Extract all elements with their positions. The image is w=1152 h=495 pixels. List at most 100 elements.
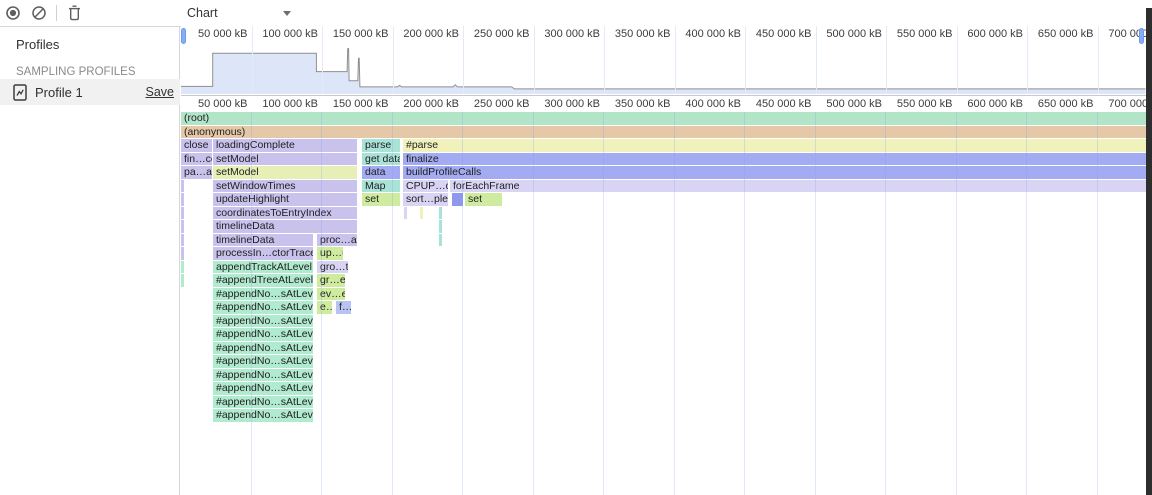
flame-grid-line [462,112,463,495]
memory-overview-graph[interactable] [181,41,1146,94]
flame-block[interactable]: #appendNo…sAtLevel [213,314,313,327]
flame-block[interactable]: processIn…ctorTrace [213,247,313,260]
overview-grid-divider [463,26,464,94]
flame-grid-line [814,112,816,495]
flame-grid-line [1096,112,1098,495]
overview-grid-divider [533,26,535,94]
flame-block[interactable]: ev…ew [317,287,345,300]
profile-view-selected-value: Chart [187,6,218,20]
ruler-tick-label: 700 000 kB [1108,28,1146,40]
flame-block[interactable]: parse [362,139,400,152]
flame-block[interactable]: set [362,193,400,206]
flame-block-sliver[interactable] [404,206,407,219]
flame-block[interactable]: (root) [181,112,1146,125]
ruler-tick-label: 350 000 kB [614,98,671,110]
delete-profile-button[interactable] [61,0,87,26]
overview-grid-divider [745,26,746,94]
flame-block-sliver[interactable] [439,206,442,219]
toolbar: Chart [0,0,1146,27]
window-edge [1146,8,1152,495]
flame-block[interactable]: fin…ce [181,152,212,165]
flame-block[interactable]: #parse [403,139,1146,152]
flame-block[interactable]: pa…at [181,166,212,179]
flame-block-sliver[interactable] [181,247,184,260]
save-profile-link[interactable]: Save [145,85,175,99]
flame-block[interactable]: setWindowTimes [213,179,357,192]
flame-block[interactable]: gr…ew [317,274,345,287]
flame-block[interactable]: #appendNo…sAtLevel [213,368,313,381]
flame-block[interactable]: forEachFrame [450,179,1146,192]
flame-block-sliver[interactable] [181,220,184,233]
flame-block-sliver[interactable] [439,220,442,233]
ruler-tick-label: 650 000 kB [1037,98,1094,110]
overview-left-handle[interactable] [181,28,186,44]
flame-block-sliver[interactable] [439,233,442,246]
flame-block[interactable]: updateHighlight [213,193,357,206]
overview-right-handle[interactable] [1139,28,1144,44]
flame-block[interactable]: proc…ata [317,233,357,246]
flame-block[interactable]: #appendNo…sAtLevel [213,395,313,408]
flame-block[interactable]: timelineData [213,220,357,233]
record-icon [6,6,20,20]
profile-view-select[interactable]: Chart [187,0,297,26]
clear-icon [32,6,46,20]
flame-block-sliver[interactable] [181,193,184,206]
ruler-tick-label: 600 000 kB [967,28,1023,40]
flame-block[interactable]: e… [317,301,332,314]
ruler-tick-label: 550 000 kB [896,98,953,110]
flame-block[interactable]: #appendNo…sAtLevel [213,287,313,300]
flame-chart[interactable]: (root) (anonymous) close loadingComplete par… [181,112,1146,495]
flame-block[interactable]: gro…ts [317,260,348,273]
flame-block[interactable]: #appendNo…sAtLevel [213,409,313,422]
memory-overview-pane[interactable]: 50 000 kB 100 000 kB 150 000 kB 200 000 kB 2… [181,26,1146,110]
flame-block[interactable]: #appendNo…sAtLevel [213,301,313,314]
flame-grid-line [885,112,886,495]
flame-block[interactable]: timelineData [213,233,313,246]
clear-button[interactable] [26,0,52,26]
flame-block[interactable]: buildProfileCalls [403,166,1146,179]
flame-block[interactable]: setModel [213,152,357,165]
overview-grid-divider [1027,26,1028,94]
flame-block-sliver[interactable] [181,274,184,287]
flame-block[interactable]: set [465,193,502,206]
flame-block[interactable]: coordinatesToEntryIndex [213,206,357,219]
flame-block-sliver[interactable] [181,260,184,273]
sidebar-item-profile-1[interactable]: Profile 1 Save [0,79,180,105]
flame-block[interactable]: get data [362,152,400,165]
profiles-sidebar: Profiles SAMPLING PROFILES Profile 1 Sav… [0,27,180,495]
flame-block[interactable]: #appendNo…sAtLevel [213,382,313,395]
overview-grid-divider [956,26,958,94]
record-button[interactable] [0,0,26,26]
flame-block[interactable]: #appendNo…sAtLevel [213,328,313,341]
flame-block[interactable]: Map [362,179,400,192]
flame-block-sliver[interactable] [181,233,184,246]
flame-block[interactable]: setModel [213,166,357,179]
ruler-tick-label: 450 000 kB [755,28,812,40]
ruler-tick-label: 650 000 kB [1037,28,1094,40]
flame-block[interactable]: #appendNo…sAtLevel [213,341,313,354]
ruler-tick-label: 300 000 kB [544,98,600,110]
flame-block[interactable]: (anonymous) [181,125,1146,138]
flame-block[interactable]: f… [336,301,351,314]
flame-block[interactable]: close [181,139,212,152]
flame-block[interactable]: #appendTreeAtLevel [213,274,313,287]
overview-ruler-bottom: 50 000 kB 100 000 kB 150 000 kB 200 000 kB 2… [181,95,1146,110]
flame-block-sliver[interactable] [452,193,463,206]
flame-block-sliver[interactable] [420,206,423,219]
flame-block[interactable]: up…up [317,247,343,260]
flame-block[interactable]: CPUP…del [403,179,448,192]
flame-block-sliver[interactable] [181,179,184,192]
flame-block[interactable]: appendTrackAtLevel [213,260,313,273]
ruler-tick-label: 50 000 kB [197,98,248,110]
flame-grid-line [250,112,252,495]
flame-grid-line [955,112,957,495]
flame-block[interactable]: finalize [403,152,1146,165]
flame-block[interactable]: #appendNo…sAtLevel [213,355,313,368]
flame-block[interactable]: loadingComplete [213,139,357,152]
flame-block-sliver[interactable] [181,206,184,219]
ruler-tick-label: 300 000 kB [544,28,600,40]
ruler-tick-label: 500 000 kB [826,98,882,110]
sidebar-title: Profiles [16,37,60,52]
flame-block[interactable]: data [362,166,400,179]
